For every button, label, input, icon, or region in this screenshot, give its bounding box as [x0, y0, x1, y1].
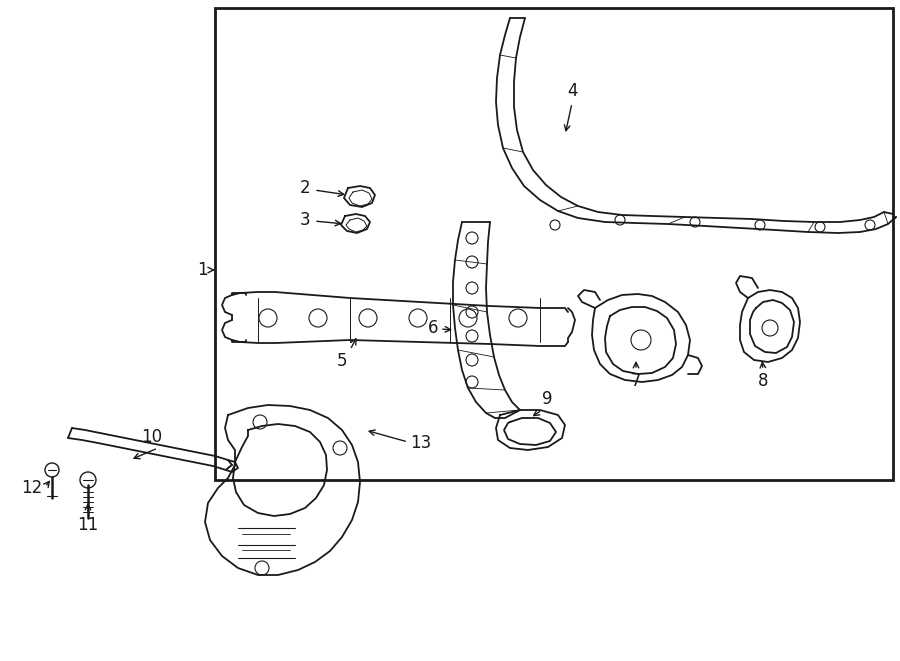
- Text: 3: 3: [300, 211, 310, 229]
- Text: 12: 12: [21, 479, 42, 497]
- Text: 2: 2: [300, 179, 310, 197]
- Text: 4: 4: [567, 82, 577, 100]
- Bar: [215, 8, 893, 480]
- Text: 7: 7: [631, 372, 641, 390]
- Text: 9: 9: [542, 390, 553, 408]
- Text: 10: 10: [141, 428, 162, 446]
- Text: 13: 13: [410, 434, 431, 452]
- Text: 1: 1: [197, 261, 208, 279]
- Text: 8: 8: [758, 372, 769, 390]
- Text: 5: 5: [337, 352, 347, 370]
- Text: 6: 6: [428, 319, 438, 337]
- Text: 11: 11: [77, 516, 99, 534]
